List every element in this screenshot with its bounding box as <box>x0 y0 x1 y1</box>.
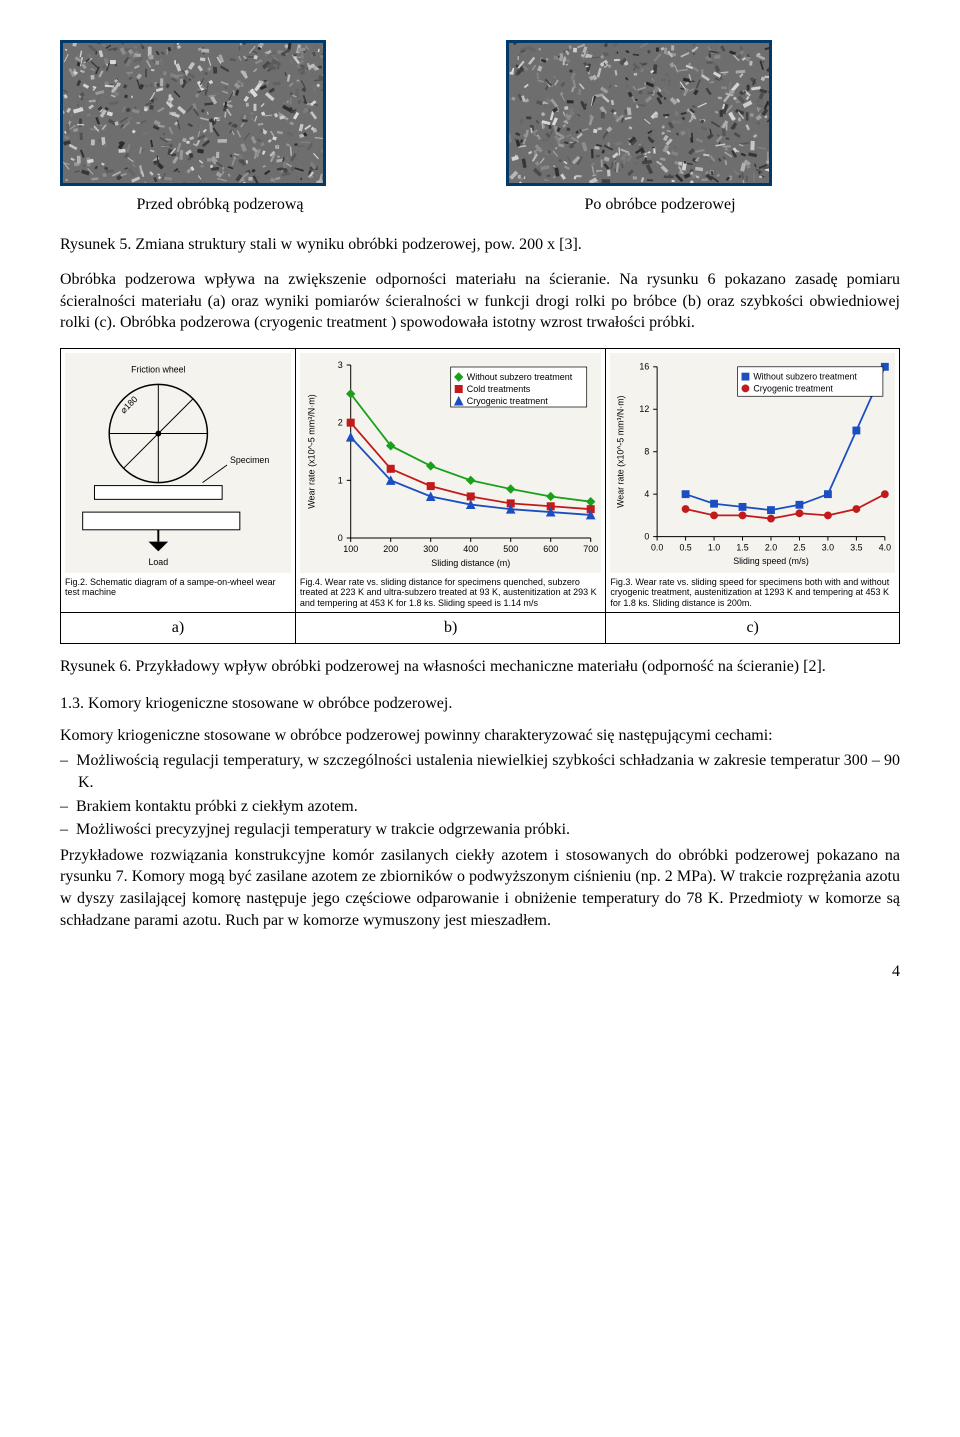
svg-text:Wear rate (x10^-5 mm³/N·m): Wear rate (x10^-5 mm³/N·m) <box>616 395 626 507</box>
figure6-caption: Rysunek 6. Przykładowy wpływ obróbki pod… <box>60 656 900 678</box>
svg-text:3.0: 3.0 <box>822 542 834 552</box>
bullet-item: Możliwością regulacji temperatury, w szc… <box>60 750 900 793</box>
svg-text:2.5: 2.5 <box>794 542 806 552</box>
panel-a: Friction wheel⌀180SpecimenLoad Fig.2. Sc… <box>65 353 291 598</box>
svg-text:Load: Load <box>148 557 168 567</box>
panel-b: 0 1 2 3 100 200 300 400 500 600 700 Sliding distanc… <box>300 353 601 608</box>
paragraph-1: Obróbka podzerowa wpływa na zwiększenie … <box>60 269 900 334</box>
svg-text:0: 0 <box>645 532 650 542</box>
caption-before: Przed obróbką podzerową <box>60 194 380 216</box>
svg-text:1: 1 <box>338 475 343 485</box>
svg-text:Cryogenic treatment: Cryogenic treatment <box>754 383 834 393</box>
svg-text:Without subzero treatment: Without subzero treatment <box>467 372 573 382</box>
svg-text:Wear rate (x10^-5 mm³/N·m): Wear rate (x10^-5 mm³/N·m) <box>307 394 317 509</box>
svg-text:Cold treatments: Cold treatments <box>467 384 531 394</box>
svg-text:400: 400 <box>463 544 478 554</box>
svg-text:Sliding distance (m): Sliding distance (m) <box>431 558 510 568</box>
svg-text:1.0: 1.0 <box>708 542 720 552</box>
micrograph-row <box>60 40 900 186</box>
svg-text:300: 300 <box>423 544 438 554</box>
svg-text:8: 8 <box>645 447 650 457</box>
svg-text:0.0: 0.0 <box>651 542 663 552</box>
panel-c: 0 4 8 12 16 0.0 0.5 1.0 1.5 2.0 2.5 3.0 3.5 4.0 Slidin… <box>610 353 895 608</box>
label-a: a) <box>61 613 296 644</box>
svg-text:16: 16 <box>640 362 650 372</box>
svg-text:2.0: 2.0 <box>765 542 777 552</box>
svg-text:12: 12 <box>640 404 650 414</box>
svg-text:0.5: 0.5 <box>680 542 692 552</box>
bullet-item: Możliwości precyzyjnej regulacji tempera… <box>60 819 900 841</box>
panel-c-caption: Fig.3. Wear rate vs. sliding speed for s… <box>610 577 895 608</box>
bullet-list: Możliwością regulacji temperatury, w szc… <box>60 750 900 840</box>
svg-text:2: 2 <box>338 418 343 428</box>
svg-text:Cryogenic treatment: Cryogenic treatment <box>467 396 549 406</box>
figure6-table: Friction wheel⌀180SpecimenLoad Fig.2. Sc… <box>60 348 900 644</box>
label-b: b) <box>295 613 605 644</box>
bullet-item: Brakiem kontaktu próbki z ciekłym azotem… <box>60 796 900 818</box>
micrograph-after <box>506 40 772 186</box>
panel-b-caption: Fig.4. Wear rate vs. sliding distance fo… <box>300 577 601 608</box>
caption-after: Po obróbce podzerowej <box>500 194 820 216</box>
svg-text:Friction wheel: Friction wheel <box>131 365 185 375</box>
svg-text:Specimen: Specimen <box>230 455 269 465</box>
svg-text:3: 3 <box>338 360 343 370</box>
svg-text:600: 600 <box>543 544 558 554</box>
svg-text:Sliding speed (m/s): Sliding speed (m/s) <box>734 556 810 566</box>
paragraph-3: Przykładowe rozwiązania konstrukcyjne ko… <box>60 845 900 931</box>
panel-a-caption: Fig.2. Schematic diagram of a sampe-on-w… <box>65 577 291 598</box>
paragraph-2: Komory kriogeniczne stosowane w obróbce … <box>60 725 900 747</box>
svg-text:500: 500 <box>503 544 518 554</box>
svg-text:1.5: 1.5 <box>737 542 749 552</box>
svg-text:700: 700 <box>583 544 598 554</box>
svg-text:0: 0 <box>338 533 343 543</box>
svg-text:Without subzero treatment: Without subzero treatment <box>754 372 858 382</box>
page-number: 4 <box>60 961 900 983</box>
svg-text:100: 100 <box>343 544 358 554</box>
figure5-caption: Rysunek 5. Zmiana struktury stali w wyni… <box>60 234 900 256</box>
svg-text:3.5: 3.5 <box>851 542 863 552</box>
micrograph-before <box>60 40 326 186</box>
svg-text:4: 4 <box>645 489 650 499</box>
svg-text:4.0: 4.0 <box>879 542 891 552</box>
section-1-3-heading: 1.3. Komory kriogeniczne stosowane w obr… <box>60 693 900 715</box>
label-c: c) <box>606 613 900 644</box>
micrograph-captions: Przed obróbką podzerową Po obróbce podze… <box>60 194 900 216</box>
svg-text:200: 200 <box>383 544 398 554</box>
